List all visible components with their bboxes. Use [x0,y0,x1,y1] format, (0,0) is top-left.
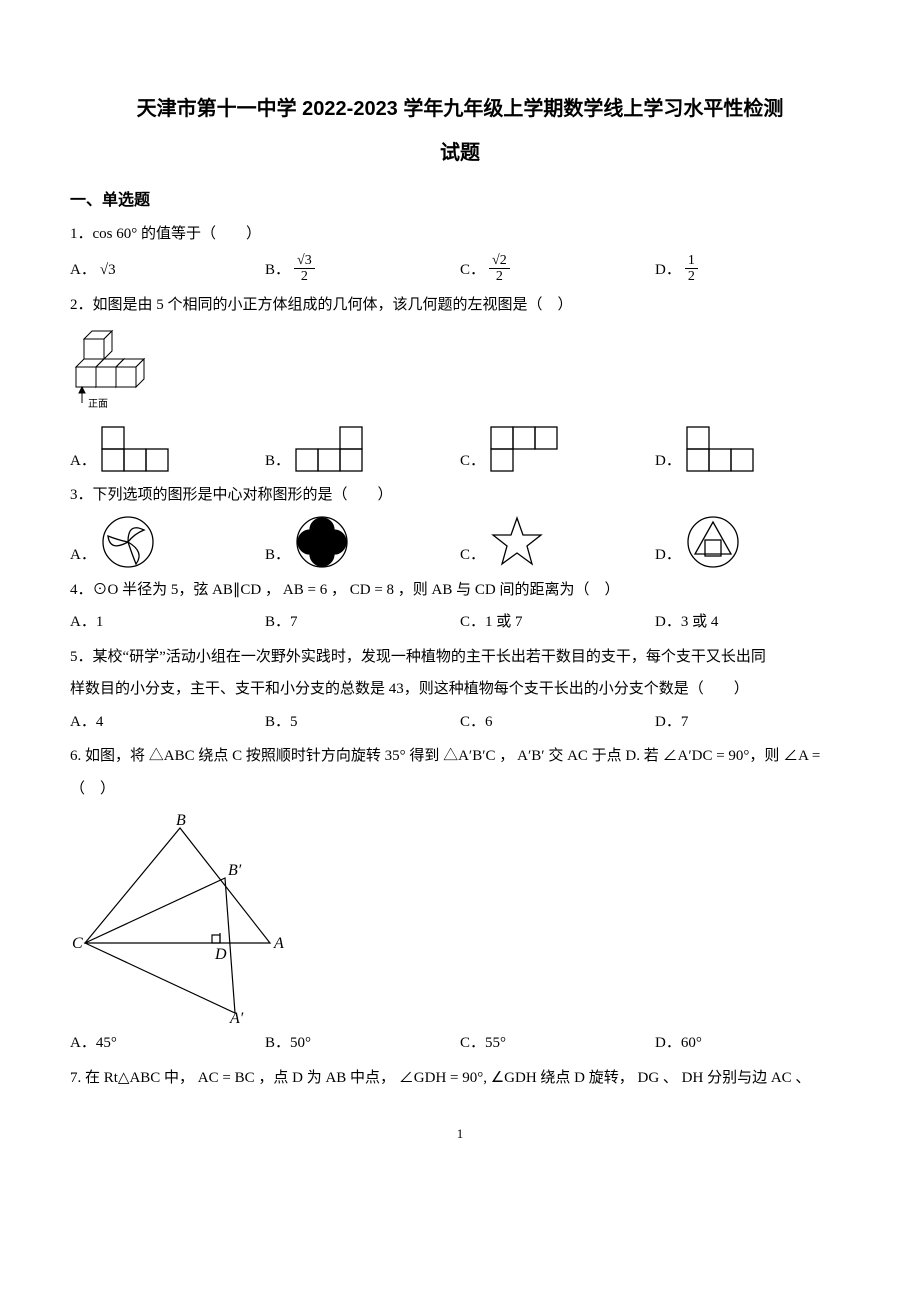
q3-text: 3．下列选项的图形是中心对称图形的是（ ） [70,481,850,510]
q5-options: A．4 B．5 C．6 D．7 [70,708,850,737]
q4-opt-c: C．1 或 7 [460,608,655,637]
grid-icon [100,425,170,475]
vertex-label: A [273,935,284,952]
q3-opt-a: A． [70,514,265,570]
opt-label: D． [655,447,681,476]
triangle-rotation-icon: B B′ C A D A′ [70,813,290,1023]
q4-opt-a: A．1 [70,608,265,637]
star-icon [489,514,545,570]
opt-text: A．4 [70,708,103,737]
q2-opt-d: D． [655,425,850,475]
q2-text: 2．如图是由 5 个相同的小正方体组成的几何体，该几何题的左视图是（ ） [70,291,850,320]
q3-opt-d: D． [655,514,850,570]
opt-label: D． [655,256,681,285]
q2-opt-c: C． [460,425,655,475]
denominator: 2 [685,269,698,284]
fraction: √3 2 [294,253,315,285]
opt-label: C． [460,256,485,285]
q5-opt-a: A．4 [70,708,265,737]
fraction: 1 2 [685,253,698,285]
opt-label: C． [460,541,485,570]
opt-label: A． [70,447,96,476]
q1-opt-a: A． √3 [70,256,265,285]
fraction: √2 2 [489,253,510,285]
q2-options: A． B． C． [70,425,850,475]
page-subtitle: 试题 [70,134,850,172]
symmetry-icon [294,514,350,570]
q4-opt-b: B．7 [265,608,460,637]
opt-text: B．5 [265,708,298,737]
q6-opt-c: C．55° [460,1029,655,1058]
opt-text: C．55° [460,1029,506,1058]
q5-opt-c: C．6 [460,708,655,737]
q6-paren: （ ） [70,775,850,804]
q6-options: A．45° B．50° C．55° D．60° [70,1029,850,1058]
denominator: 2 [294,269,315,284]
opt-text: D．7 [655,708,688,737]
vertex-label: C [72,935,83,952]
q5-opt-d: D．7 [655,708,850,737]
opt-text: D．60° [655,1029,702,1058]
q4-options: A．1 B．7 C．1 或 7 D．3 或 4 [70,608,850,637]
vertex-label: B′ [228,862,242,879]
section-heading: 一、单选题 [70,186,850,216]
q1-options: A． √3 B． √3 2 C． √2 2 D． 1 2 [70,253,850,285]
opt-label: D． [655,541,681,570]
q5-opt-b: B．5 [265,708,460,737]
q7-text: 7. 在 Rt△ABC 中， AC = BC ，点 D 为 AB 中点， ∠GD… [70,1064,850,1093]
opt-label: B． [265,541,290,570]
q5-text-line1: 5．某校“研学”活动小组在一次野外实践时，发现一种植物的主干长出若干数目的支干，… [70,643,850,672]
vertex-label: D [214,946,227,963]
opt-text: A．1 [70,608,103,637]
q3-opt-b: B． [265,514,460,570]
cube-solid-icon: 正面 [70,325,160,415]
grid-icon [685,425,755,475]
q5-text-line2: 样数目的小分支，主干、支干和小分支的总数是 43，则这种植物每个支干长出的小分支… [70,675,850,704]
opt-text: B．7 [265,608,298,637]
q2-opt-a: A． [70,425,265,475]
q1-opt-c: C． √2 2 [460,253,655,285]
page-title: 天津市第十一中学 2022-2023 学年九年级上学期数学线上学习水平性检测 [70,90,850,128]
denominator: 2 [489,269,510,284]
numerator: 1 [685,253,698,269]
q3-opt-c: C． [460,514,655,570]
page-number: 1 [70,1122,850,1147]
q2-opt-b: B． [265,425,460,475]
opt-label: C． [460,447,485,476]
q3-options: A． B． C． [70,514,850,570]
numerator: √2 [489,253,510,269]
q6-opt-b: B．50° [265,1029,460,1058]
q1-opt-d: D． 1 2 [655,253,850,285]
front-label: 正面 [88,399,108,410]
symmetry-icon [685,514,741,570]
q2-figure: 正面 [70,325,850,415]
opt-text: D．3 或 4 [655,608,718,637]
opt-text: B．50° [265,1029,311,1058]
q6-opt-a: A．45° [70,1029,265,1058]
numerator: √3 [294,253,315,269]
q1-text: 1．cos 60° 的值等于（ ） [70,220,850,249]
opt-label: B． [265,447,290,476]
opt-text: C．6 [460,708,493,737]
vertex-label: B [176,813,186,829]
grid-icon [489,425,559,475]
q4-opt-d: D．3 或 4 [655,608,850,637]
q6-text: 6. 如图，将 △ABC 绕点 C 按照顺时针方向旋转 35° 得到 △A′B′… [70,742,850,771]
q6-opt-d: D．60° [655,1029,850,1058]
grid-icon [294,425,364,475]
vertex-label: A′ [229,1010,244,1023]
opt-label: B． [265,256,290,285]
opt-label: A． [70,541,96,570]
opt-text: C．1 或 7 [460,608,523,637]
opt-label: A． [70,256,96,285]
q4-text: 4．⊙O 半径为 5，弦 AB∥CD ， AB = 6 ， CD = 8 ，则 … [70,576,850,605]
q1-opt-b: B． √3 2 [265,253,460,285]
opt-value: √3 [100,256,116,285]
q6-figure: B B′ C A D A′ [70,813,850,1023]
symmetry-icon [100,514,156,570]
opt-text: A．45° [70,1029,117,1058]
